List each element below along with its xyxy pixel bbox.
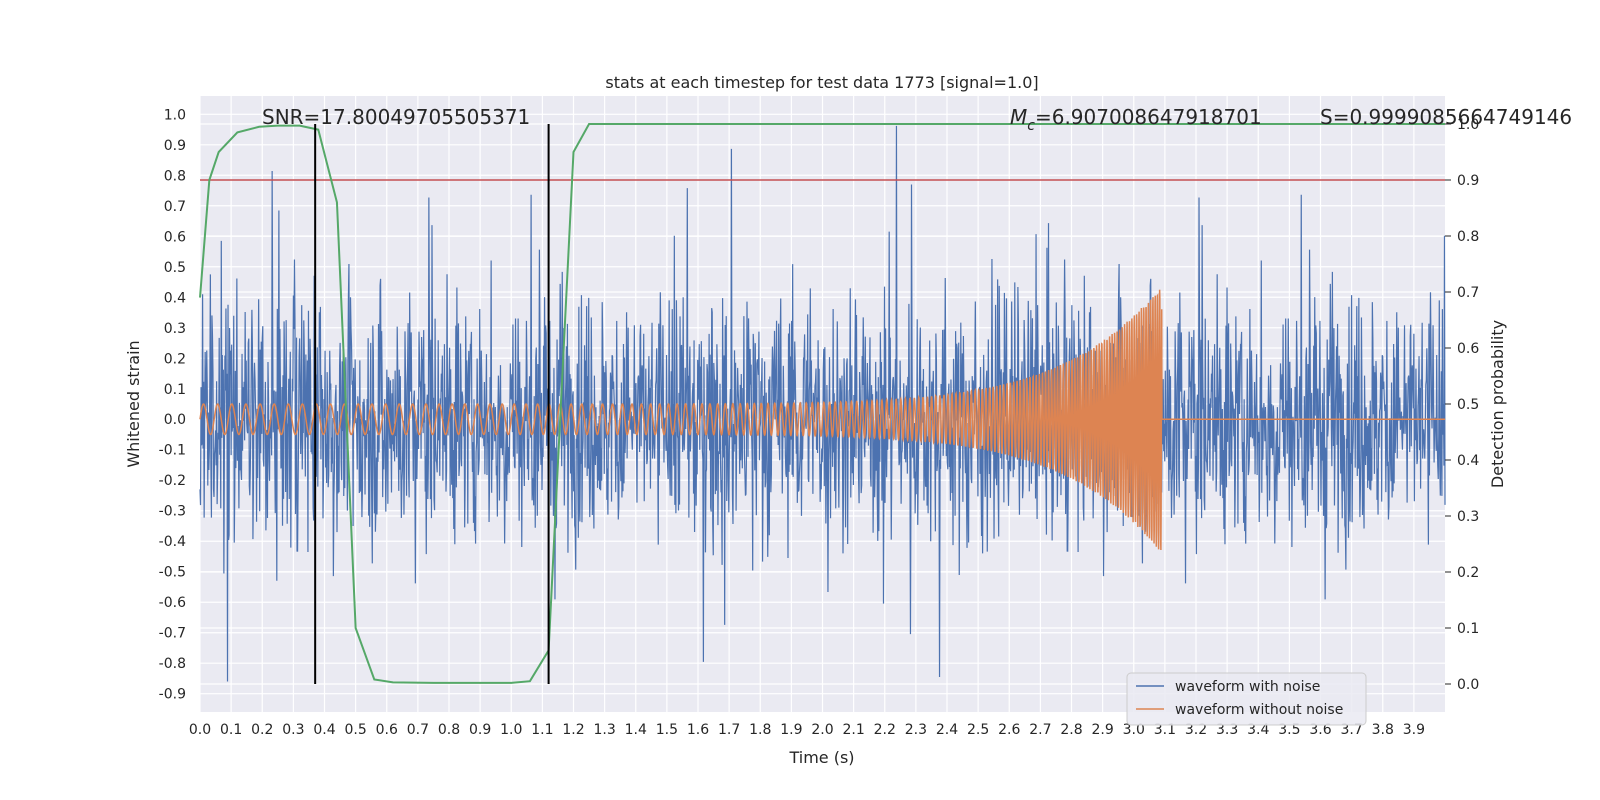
- y2-tick-label: 0.9: [1457, 173, 1479, 189]
- y2-tick-label: 0.3: [1457, 509, 1479, 525]
- chirp-mass-value: =6.907008647918701: [1035, 105, 1262, 129]
- y2-tick-label: 0.2: [1457, 565, 1479, 581]
- y-tick-label: -0.8: [159, 656, 186, 672]
- y-tick-label: -0.3: [159, 504, 186, 520]
- x-tick-label: 3.0: [1123, 722, 1145, 738]
- x-tick-label: 0.8: [438, 722, 460, 738]
- y-tick-label: 0.4: [164, 290, 186, 306]
- clean-waveform-layer: [199, 289, 1445, 550]
- x-tick-label: 1.3: [593, 722, 615, 738]
- x-tick-label: 2.0: [811, 722, 833, 738]
- legend-box: [1126, 672, 1367, 726]
- x-axis-ticks: 0.0 0.1 0.2 0.3 0.4 0.5 0.6 0.7 0.8 0.9 1.0 1.1 1.2 1…: [189, 722, 1425, 738]
- x-tick-label: 1.6: [687, 722, 709, 738]
- y-tick-label: 0.7: [164, 199, 186, 215]
- x-tick-label: 1.8: [749, 722, 771, 738]
- chirp-mass-annotation: Mc=6.907008647918701: [1010, 105, 1262, 134]
- x-tick-label: 0.0: [189, 722, 211, 738]
- y2-tick-label: 0.1: [1457, 621, 1479, 637]
- y-tick-label: -0.9: [159, 687, 186, 703]
- x-tick-label: 0.4: [313, 722, 335, 738]
- y2-axis-ticks: 1.0 0.9 0.8 0.7 0.6 0.5 0.4 0.3 0.2 0.1 0.0: [1445, 117, 1479, 693]
- x-tick-label: 0.6: [376, 722, 398, 738]
- y-tick-label: -0.4: [159, 534, 186, 550]
- y-tick-label: 1.0: [164, 107, 186, 123]
- x-tick-label: 3.6: [1309, 722, 1331, 738]
- y2-axis-label: Detection probability: [1488, 320, 1507, 488]
- y-tick-label: 0.5: [164, 260, 186, 276]
- y2-tick-label: 0.6: [1457, 341, 1479, 357]
- x-tick-label: 0.2: [251, 722, 273, 738]
- x-tick-label: 3.8: [1372, 722, 1394, 738]
- x-tick-label: 2.4: [936, 722, 958, 738]
- y-tick-label: -0.7: [159, 626, 186, 642]
- y-tick-label: -0.5: [159, 565, 186, 581]
- x-tick-label: 3.1: [1154, 722, 1176, 738]
- y2-tick-label: 0.8: [1457, 229, 1479, 245]
- y-tick-label: 0.3: [164, 321, 186, 337]
- x-tick-label: 1.5: [656, 722, 678, 738]
- x-tick-label: 2.8: [1060, 722, 1082, 738]
- x-tick-label: 3.9: [1403, 722, 1425, 738]
- x-tick-label: 2.2: [874, 722, 896, 738]
- x-tick-label: 1.9: [780, 722, 802, 738]
- x-tick-label: 2.1: [842, 722, 864, 738]
- y2-tick-label: 0.5: [1457, 397, 1479, 413]
- x-tick-label: 3.3: [1216, 722, 1238, 738]
- y-tick-label: 0.9: [164, 138, 186, 154]
- x-tick-label: 2.7: [1029, 722, 1051, 738]
- x-tick-label: 0.1: [220, 722, 242, 738]
- s-annotation: S=0.9999085664749146: [1320, 105, 1572, 129]
- y-tick-label: 0.6: [164, 229, 186, 245]
- x-tick-label: 1.1: [531, 722, 553, 738]
- x-tick-label: 2.9: [1091, 722, 1113, 738]
- x-tick-label: 3.7: [1340, 722, 1362, 738]
- y-tick-label: 0.8: [164, 168, 186, 184]
- y-axis-ticks: 1.0 0.9 0.8 0.7 0.6 0.5 0.4 0.3 0.2 0.1 0.0 -0.1 -0.…: [159, 107, 186, 702]
- x-tick-label: 1.2: [562, 722, 584, 738]
- y2-tick-label: 0.0: [1457, 677, 1479, 693]
- noise-waveform-line: [199, 125, 1446, 682]
- x-tick-label: 3.4: [1247, 722, 1269, 738]
- y-tick-label: 0.1: [164, 382, 186, 398]
- x-tick-label: 3.5: [1278, 722, 1300, 738]
- y-tick-label: -0.2: [159, 473, 186, 489]
- x-tick-label: 0.3: [282, 722, 304, 738]
- legend-label-clean: waveform without noise: [1175, 702, 1343, 718]
- x-axis-label: Time (s): [788, 748, 854, 767]
- detection-probability-layer: [199, 123, 1445, 684]
- chirp-mass-symbol: M: [1010, 105, 1027, 129]
- x-tick-label: 1.7: [718, 722, 740, 738]
- clean-waveform-line: [199, 289, 1445, 550]
- x-tick-label: 2.3: [905, 722, 927, 738]
- x-tick-label: 0.7: [407, 722, 429, 738]
- x-tick-label: 1.0: [500, 722, 522, 738]
- y-tick-label: -0.6: [159, 595, 186, 611]
- chart-title: stats at each timestep for test data 177…: [605, 73, 1038, 92]
- snr-annotation: SNR=17.80049705505371: [262, 105, 530, 129]
- y2-tick-label: 0.7: [1457, 285, 1479, 301]
- y-tick-label: 0.0: [164, 412, 186, 428]
- y-tick-label: -0.1: [159, 443, 186, 459]
- x-tick-label: 3.2: [1185, 722, 1207, 738]
- chirp-mass-subscript: c: [1027, 118, 1035, 134]
- x-tick-label: 2.5: [967, 722, 989, 738]
- legend[interactable]: waveform with noise waveform without noi…: [1126, 672, 1367, 726]
- y2-tick-label: 0.4: [1457, 453, 1479, 469]
- y-tick-label: 0.2: [164, 351, 186, 367]
- detection-probability-line: [199, 123, 1445, 684]
- x-tick-label: 0.5: [344, 722, 366, 738]
- y2-tick-label: 1.0: [1457, 117, 1479, 133]
- x-tick-label: 0.9: [469, 722, 491, 738]
- x-tick-label: 1.4: [625, 722, 647, 738]
- legend-label-noise: waveform with noise: [1175, 679, 1320, 695]
- marker-layer: [314, 124, 550, 684]
- y-axis-label: Whitened strain: [124, 340, 143, 467]
- x-tick-label: 2.6: [998, 722, 1020, 738]
- noise-waveform-layer: [199, 125, 1446, 682]
